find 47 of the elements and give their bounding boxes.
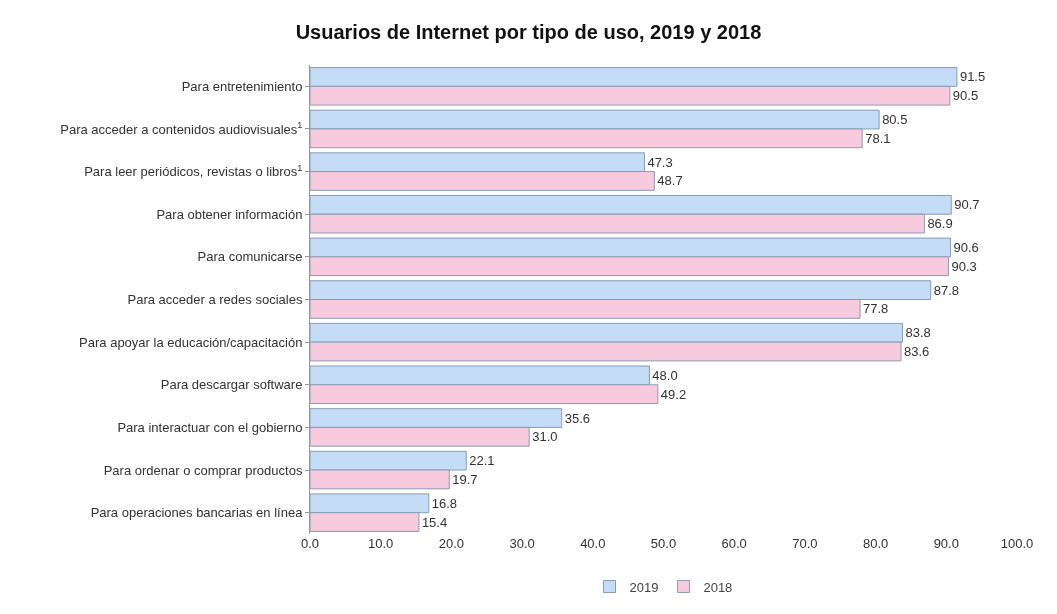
data-label: 49.2 [660,386,687,402]
x-tick-label: 20.0 [438,536,465,551]
chart-title: Usuarios de Internet por tipo de uso, 2019 y 2018 [295,20,762,43]
data-label: 90.3 [951,258,977,274]
x-tick-label: 100.0 [1000,536,1034,551]
data-label: 35.6 [564,410,590,426]
x-tick-label: 70.0 [792,536,818,551]
y-tick-label: Para apoyar la educación/capacitación [79,334,303,350]
data-label: 90.5 [952,88,979,104]
data-label: 48.0 [652,367,678,383]
x-tick-label: 10.0 [368,536,394,551]
y-tick-label: Para obtener información [156,206,303,222]
x-tick-label: 60.0 [721,536,747,551]
data-label: 22.1 [469,453,495,469]
data-label: 77.8 [863,301,889,317]
x-tick-label: 40.0 [580,536,606,551]
legend-label: 2018 [703,579,733,595]
y-tick-label: Para acceder a contenidos audiovisuales$^{1}$ [60,120,303,137]
y-tick-label: Para leer periódicos, revistas o libros$^{1}$ [84,162,303,180]
data-label: 47.3 [647,154,673,170]
data-label: 78.1 [865,130,891,146]
data-label: 19.7 [452,471,478,487]
x-tick-label: 80.0 [862,536,889,551]
x-tick-label: 90.0 [933,536,959,551]
data-label: 15.4 [421,514,448,530]
legend-label: 2019 [629,579,659,595]
data-label: 90.7 [954,197,980,213]
y-tick-label: Para ordenar o comprar productos [103,462,303,478]
x-tick-label: 30.0 [509,536,535,551]
data-label: 83.8 [905,325,931,341]
data-label: 91.5 [959,69,986,85]
y-tick-label: Para entretenimiento [181,78,303,94]
y-tick-label: Para comunicarse [197,249,303,265]
data-label: 80.5 [882,112,908,128]
x-tick-label: 50.0 [650,536,677,551]
data-label: 31.0 [532,429,558,445]
y-tick-label: Para interactuar con el gobierno [117,419,303,435]
data-label: 86.9 [927,216,953,232]
y-tick-label: Para descargar software [160,377,303,393]
data-label: 16.8 [431,495,458,511]
y-tick-label: Para acceder a redes sociales [127,292,303,308]
data-label: 90.6 [953,239,979,255]
data-label: 48.7 [657,173,683,189]
data-label: 83.6 [904,344,930,360]
data-label: 87.8 [933,282,960,298]
x-tick-label: 0.0 [300,536,320,551]
y-tick-label: Para operaciones bancarias en línea [90,505,304,521]
